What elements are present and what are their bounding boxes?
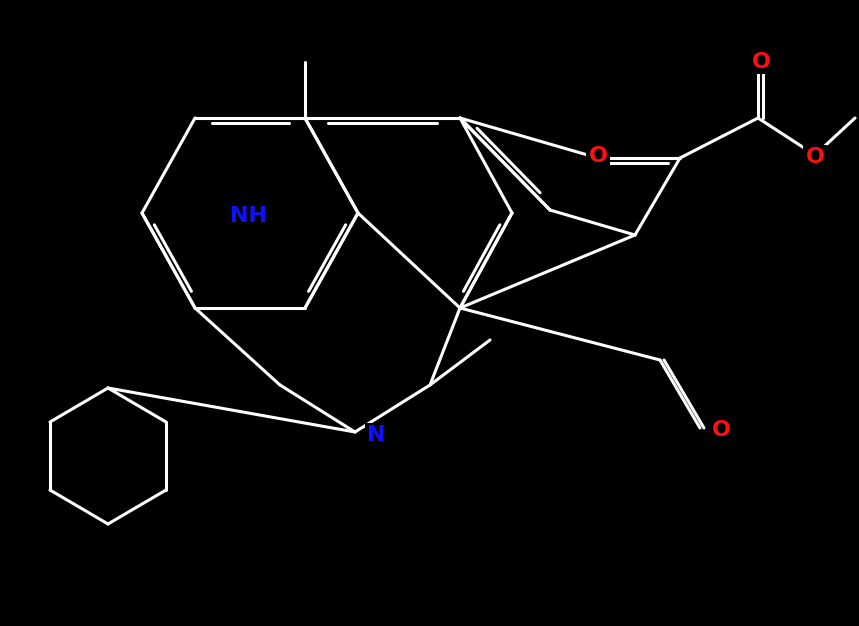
Text: NH: NH: [229, 206, 266, 226]
Text: N: N: [367, 425, 386, 445]
Text: O: O: [712, 420, 731, 440]
Text: O: O: [752, 52, 771, 72]
Text: O: O: [588, 146, 607, 166]
Text: O: O: [806, 147, 825, 167]
